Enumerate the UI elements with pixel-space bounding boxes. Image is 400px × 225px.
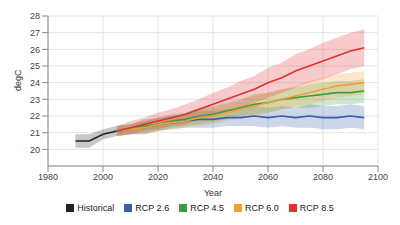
svg-text:2060: 2060: [258, 172, 278, 182]
svg-text:degC: degC: [13, 69, 23, 91]
html-text:Historical: Historical: [77, 202, 115, 213]
html-text:RCP 8.5: RCP 8.5: [299, 202, 334, 213]
html-text:RCP 6.0: RCP 6.0: [245, 202, 279, 213]
svg-text:2080: 2080: [313, 172, 333, 182]
svg-text:28: 28: [30, 11, 40, 21]
html-text:RCP 2.6: RCP 2.6: [135, 202, 170, 213]
svg-text:26: 26: [30, 45, 40, 55]
svg-text:2000: 2000: [93, 172, 113, 182]
html-text:RCP 4.5: RCP 4.5: [190, 202, 224, 213]
svg-text:23: 23: [30, 95, 40, 105]
svg-text:Year: Year: [204, 188, 222, 198]
svg-text:21: 21: [30, 128, 40, 138]
svg-text:2020: 2020: [148, 172, 168, 182]
svg-text:1980: 1980: [38, 172, 58, 182]
svg-text:25: 25: [30, 61, 40, 71]
svg-text:27: 27: [30, 28, 40, 38]
svg-text:22: 22: [30, 111, 40, 121]
svg-text:20: 20: [30, 145, 40, 155]
svg-text:2100: 2100: [368, 172, 388, 182]
svg-text:2040: 2040: [203, 172, 223, 182]
svg-text:24: 24: [30, 78, 40, 88]
